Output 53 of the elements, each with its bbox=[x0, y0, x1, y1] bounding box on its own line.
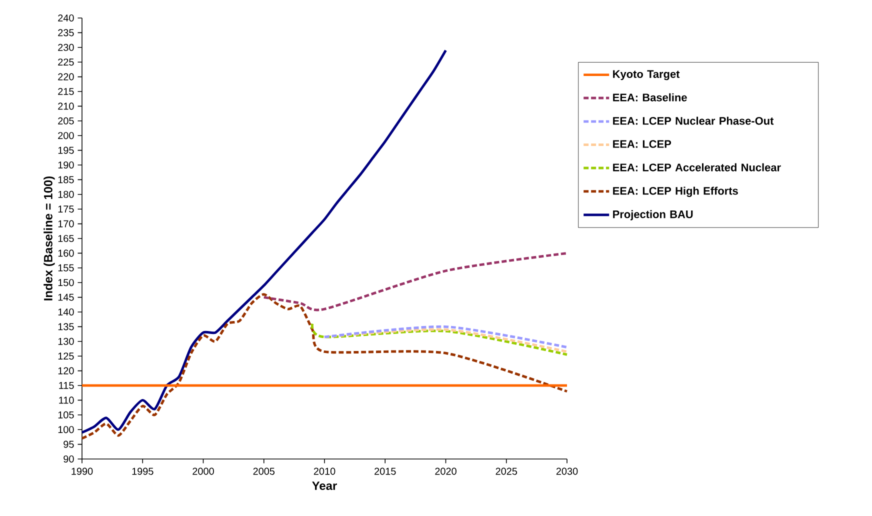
y-tick-label: 235 bbox=[58, 29, 74, 36]
y-tick-label: 175 bbox=[58, 206, 74, 213]
y-tick-label: 155 bbox=[58, 264, 74, 272]
x-tick-label: 2010 bbox=[314, 468, 336, 475]
y-tick-label: 110 bbox=[59, 396, 74, 404]
legend-label: EEA: LCEP High Efforts bbox=[613, 186, 738, 197]
y-tick-label: 240 bbox=[58, 14, 74, 22]
y-tick-label: 160 bbox=[58, 250, 74, 257]
legend-label: Projection BAU bbox=[613, 210, 693, 220]
x-tick-label: 1995 bbox=[132, 468, 154, 475]
y-tick-label: 115 bbox=[59, 382, 74, 389]
y-tick-label: 145 bbox=[58, 294, 74, 301]
y-tick-label: 180 bbox=[58, 190, 74, 198]
x-axis-title: Year bbox=[312, 482, 337, 490]
y-axis-title: Index (Baseline = 100) bbox=[44, 176, 55, 300]
y-tick-label: 130 bbox=[58, 338, 74, 345]
y-tick-label: 230 bbox=[58, 44, 74, 51]
y-tick-label: 125 bbox=[58, 352, 74, 360]
y-tick-label: 135 bbox=[58, 323, 74, 330]
y-tick-label: 165 bbox=[58, 234, 74, 242]
x-tick-label: 2020 bbox=[435, 468, 456, 475]
y-tick-label: 225 bbox=[58, 58, 74, 66]
y-tick-label: 220 bbox=[58, 73, 74, 80]
legend-label: EEA: LCEP Accelerated Nuclear bbox=[613, 163, 781, 172]
y-tick-label: 150 bbox=[58, 279, 74, 286]
y-tick-label: 200 bbox=[58, 132, 74, 140]
line-series bbox=[310, 322, 568, 356]
y-tick-label: 215 bbox=[58, 88, 74, 96]
y-tick-label: 205 bbox=[58, 117, 74, 124]
y-tick-label: 190 bbox=[58, 161, 74, 169]
y-tick-label: 120 bbox=[58, 367, 74, 374]
y-tick-label: 90 bbox=[64, 455, 74, 463]
y-tick-label: 185 bbox=[58, 176, 74, 184]
y-tick-label: 100 bbox=[58, 426, 74, 434]
line-series bbox=[80, 49, 447, 434]
x-tick-label: 2030 bbox=[556, 468, 578, 475]
x-tick-label: 2025 bbox=[496, 468, 518, 475]
x-tick-label: 2005 bbox=[253, 468, 275, 475]
y-tick-label: 195 bbox=[58, 146, 74, 154]
x-tick-label: 2000 bbox=[192, 468, 214, 475]
legend-label: Kyoto Target bbox=[613, 70, 680, 80]
line-series bbox=[80, 293, 568, 440]
x-tick-label: 1990 bbox=[72, 468, 93, 475]
line-series bbox=[262, 252, 568, 312]
y-tick-label: 105 bbox=[58, 411, 74, 418]
y-tick-label: 140 bbox=[58, 308, 74, 316]
y-tick-label: 210 bbox=[58, 102, 74, 110]
y-tick-label: 170 bbox=[58, 220, 74, 228]
y-tick-label: 95 bbox=[64, 440, 74, 448]
x-tick-label: 2015 bbox=[374, 468, 396, 475]
legend-label: EEA: LCEP bbox=[613, 140, 672, 148]
legend-label: EEA: LCEP Nuclear Phase-Out bbox=[613, 116, 774, 125]
legend-label: EEA: Baseline bbox=[613, 93, 687, 102]
